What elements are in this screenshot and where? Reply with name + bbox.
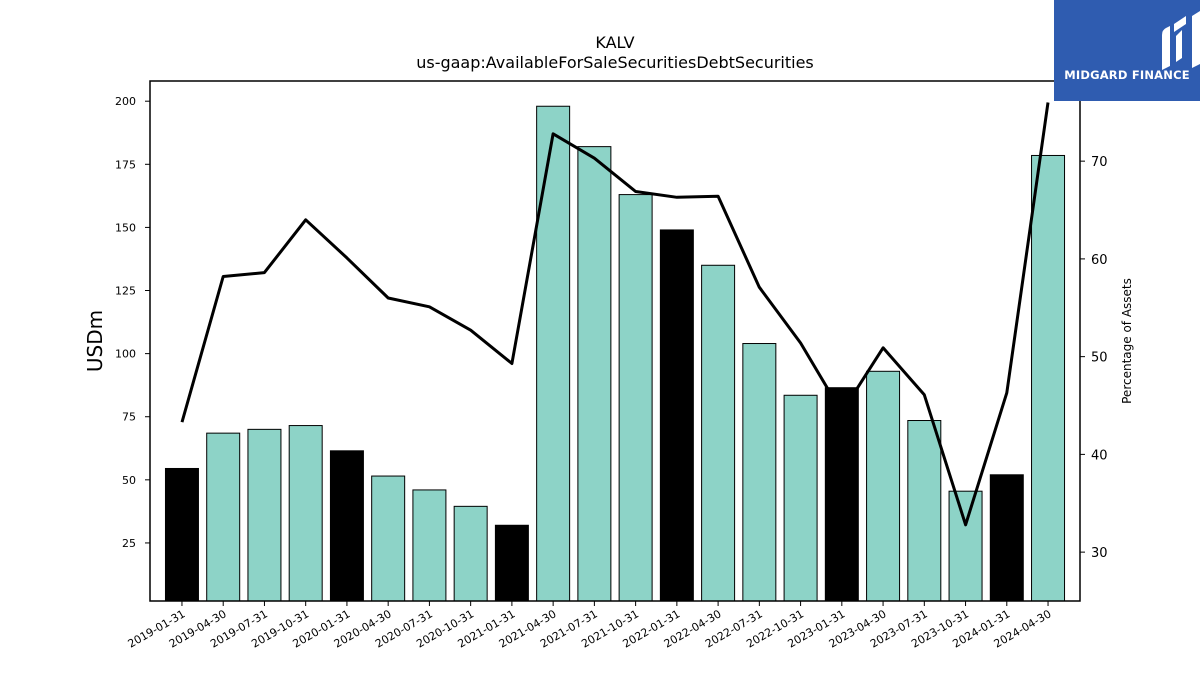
bar-2023-01-31	[824, 387, 859, 602]
bar-2022-10-31	[783, 394, 818, 602]
bar-2022-07-31	[742, 343, 777, 602]
bar-2019-07-31	[247, 428, 282, 602]
bar-2020-01-31	[329, 450, 364, 602]
chart-title: KALV	[595, 33, 634, 52]
brand-logo: MIDGARD FINANCE	[1054, 0, 1200, 101]
logo-text: MIDGARD FINANCE	[1064, 68, 1190, 82]
bar-2019-04-30	[206, 432, 241, 602]
y-tick-label: 150	[115, 221, 136, 234]
bar-2019-01-31	[164, 467, 199, 602]
right-axis: 30 40 50 60 70	[1080, 155, 1108, 561]
y-tick-label: 50	[122, 474, 136, 487]
left-axis: 25 50 75 100 125 150 175 200	[115, 95, 150, 550]
y2-axis-label: Percentage of Assets	[1120, 278, 1134, 404]
y2-tick-label: 50	[1091, 351, 1108, 366]
y-tick-label: 100	[115, 348, 136, 361]
y-tick-label: 125	[115, 285, 136, 298]
x-axis: 2019-01-312019-04-302019-07-312019-10-31…	[126, 601, 1054, 651]
plot-frame	[149, 80, 1081, 602]
y-tick-label: 200	[115, 95, 136, 108]
bar-2022-01-31	[659, 229, 694, 602]
line-group	[180, 102, 1050, 527]
series-line	[180, 102, 1050, 527]
bar-2019-10-31	[288, 425, 323, 602]
y2-tick-label: 40	[1091, 448, 1108, 463]
logo-mark-icon	[1162, 11, 1200, 70]
bar-2020-04-30	[371, 475, 406, 602]
bar-2022-04-30	[701, 264, 736, 602]
y2-tick-label: 60	[1091, 253, 1108, 268]
y-axis-label: USDm	[83, 310, 107, 372]
y-tick-label: 25	[122, 537, 136, 550]
chart-subtitle: us-gaap:AvailableForSaleSecuritiesDebtSe…	[416, 53, 814, 72]
y-tick-label: 175	[115, 158, 136, 171]
bar-2021-10-31	[618, 194, 653, 602]
bar-2021-01-31	[494, 524, 529, 602]
bar-2024-01-31	[989, 474, 1024, 602]
y-tick-label: 75	[122, 411, 136, 424]
bar-2020-07-31	[412, 489, 447, 602]
bar-2020-10-31	[453, 505, 488, 602]
bar-2021-04-30	[536, 105, 571, 602]
bars-group	[164, 105, 1066, 602]
y2-tick-label: 30	[1091, 546, 1108, 561]
bar-2021-07-31	[577, 146, 612, 602]
bar-2023-10-31	[948, 490, 983, 602]
bar-2023-07-31	[907, 420, 942, 602]
y2-tick-label: 70	[1091, 155, 1108, 170]
bar-2023-04-30	[866, 370, 901, 602]
bar-2024-04-30	[1031, 154, 1066, 602]
